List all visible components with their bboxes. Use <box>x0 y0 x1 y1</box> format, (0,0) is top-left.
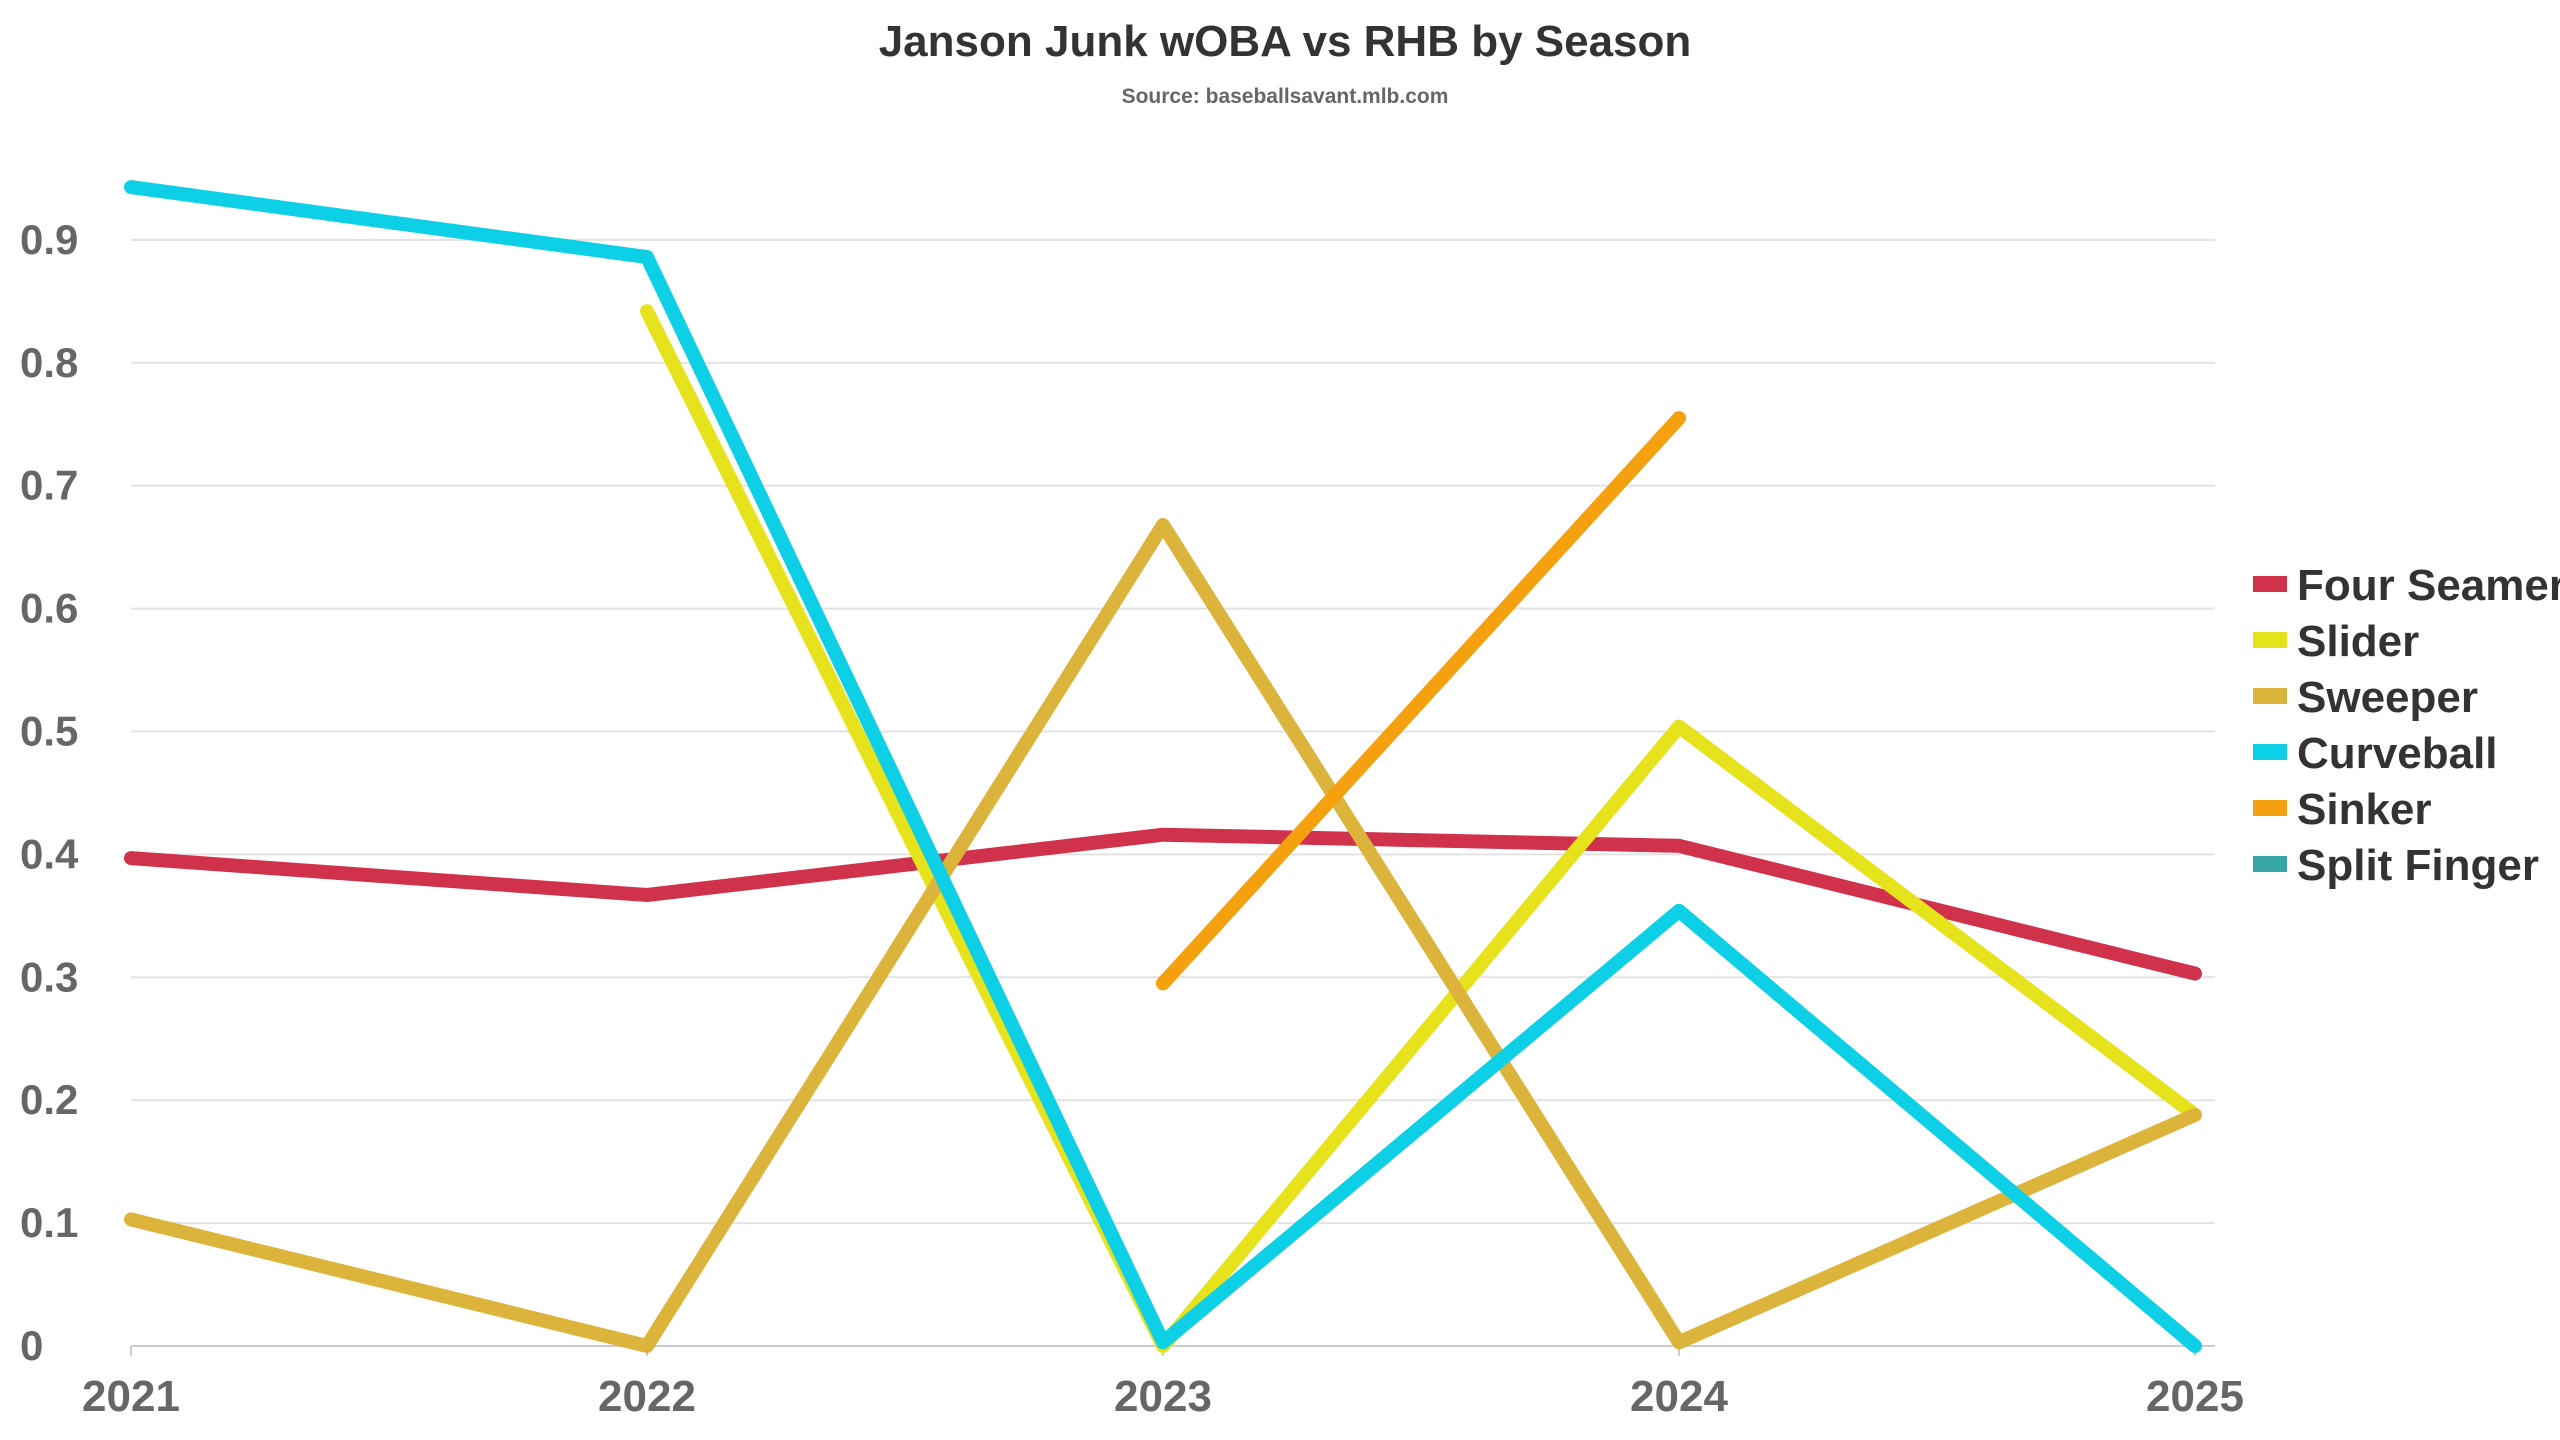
legend-swatch-sinker[interactable] <box>2253 800 2287 816</box>
y-tick-label: 0.2 <box>20 1076 78 1123</box>
x-tick-label: 2022 <box>598 1372 696 1421</box>
chart-title: Janson Junk wOBA vs RHB by Season <box>879 17 1692 66</box>
x-tick-label: 2025 <box>2146 1372 2244 1421</box>
legend-label-sweeper[interactable]: Sweeper <box>2297 673 2478 722</box>
y-tick-label: 0.9 <box>20 216 78 263</box>
y-tick-label: 0.5 <box>20 708 78 755</box>
x-tick-label: 2021 <box>82 1372 180 1421</box>
x-tick-label: 2024 <box>1630 1372 1728 1421</box>
series-line-slider[interactable] <box>640 304 2202 1353</box>
legend-label-four-seamer[interactable]: Four Seamer <box>2297 561 2560 610</box>
y-tick-label: 0.4 <box>20 830 79 877</box>
series-line-sweeper[interactable] <box>124 518 2202 1353</box>
legend-label-split-finger[interactable]: Split Finger <box>2297 841 2539 890</box>
legend[interactable]: Four Seamer Slider Sweeper Curveball Sinker S… <box>2253 561 2560 890</box>
legend-swatch-slider[interactable] <box>2253 632 2287 648</box>
series-line-sinker[interactable] <box>1156 411 1686 991</box>
legend-swatch-curveball[interactable] <box>2253 744 2287 760</box>
series-line-four-seamer[interactable] <box>124 827 2202 981</box>
y-tick-label: 0.1 <box>20 1199 78 1246</box>
series-line-curveball[interactable] <box>124 180 2202 1353</box>
legend-label-sinker[interactable]: Sinker <box>2297 785 2432 834</box>
chart-subtitle: Source: baseballsavant.mlb.com <box>1122 85 1449 108</box>
series-lines <box>124 180 2202 1353</box>
y-tick-label: 0.8 <box>20 339 78 386</box>
legend-label-slider[interactable]: Slider <box>2297 617 2419 666</box>
y-tick-label: 0.3 <box>20 953 78 1000</box>
y-tick-label: 0.7 <box>20 462 78 509</box>
x-tick-label: 2023 <box>1114 1372 1212 1421</box>
legend-swatch-sweeper[interactable] <box>2253 688 2287 704</box>
axes: 0 0.1 0.2 0.3 0.4 0.5 0.6 0.7 0.8 0.9 2021 2022 2023… <box>20 216 2244 1421</box>
legend-label-curveball[interactable]: Curveball <box>2297 729 2498 778</box>
gridlines <box>131 238 2215 1225</box>
y-tick-label: 0.6 <box>20 585 78 632</box>
y-tick-label: 0 <box>20 1322 43 1369</box>
legend-swatch-split-finger[interactable] <box>2253 856 2287 872</box>
legend-swatch-four-seamer[interactable] <box>2253 576 2287 592</box>
